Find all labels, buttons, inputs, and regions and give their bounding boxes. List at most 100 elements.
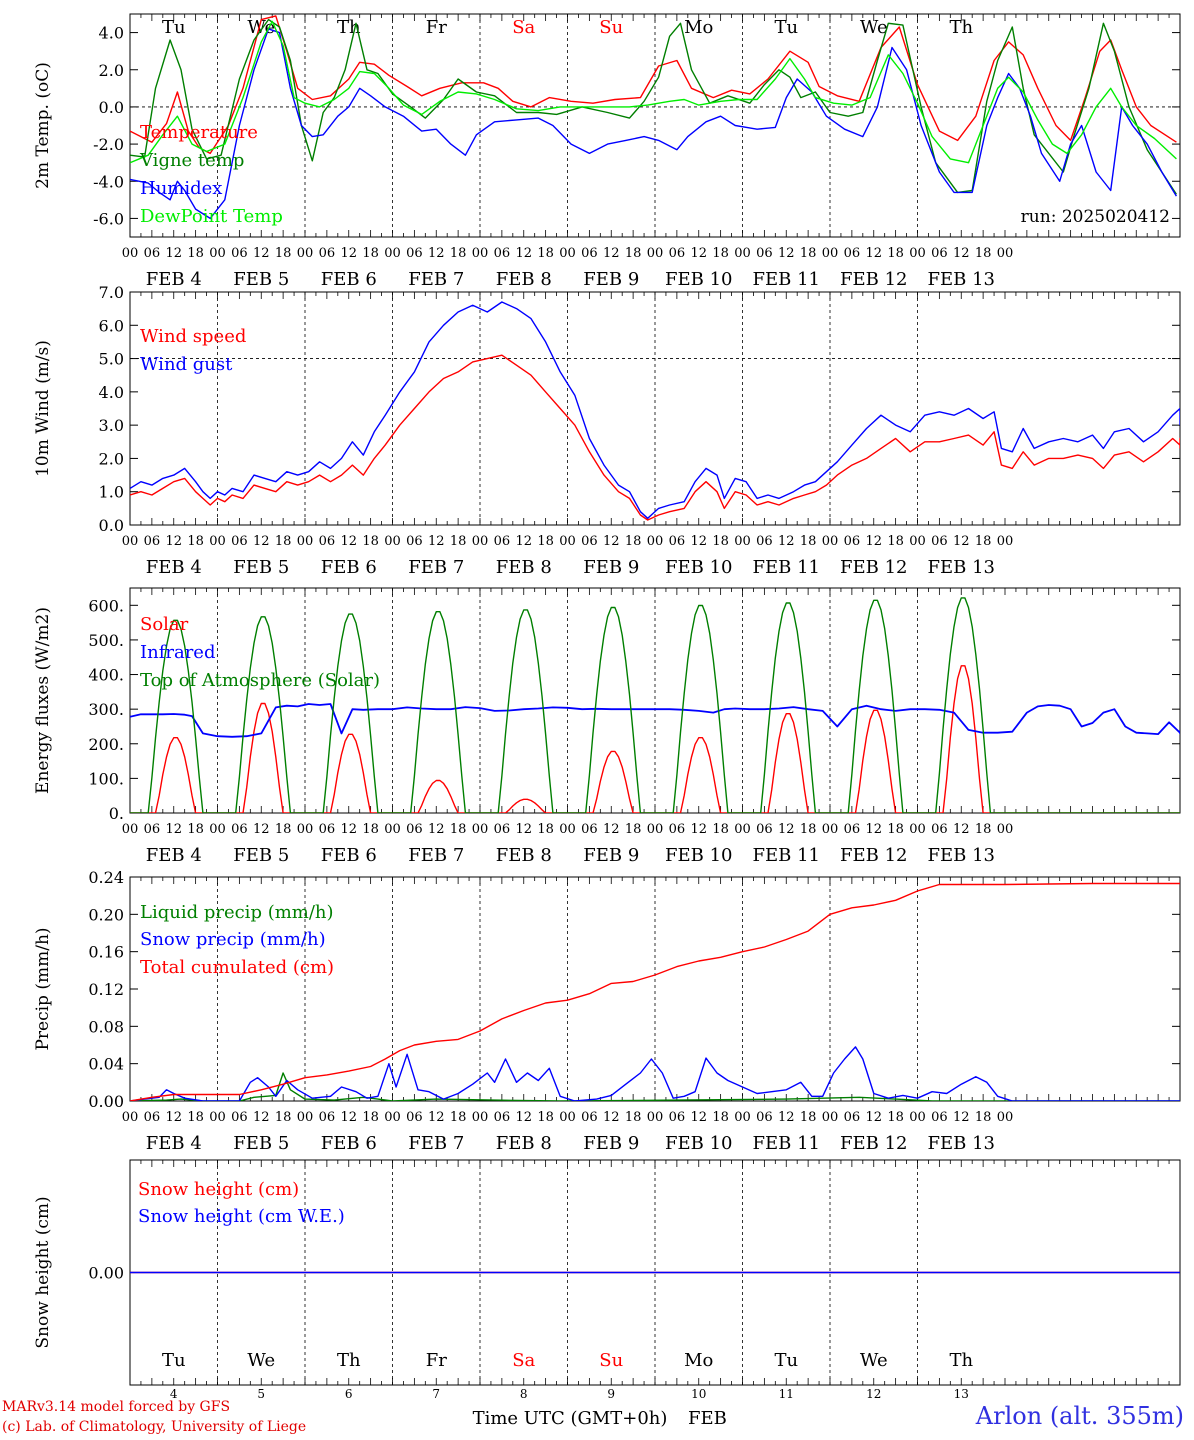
series-line-red	[130, 15, 1177, 155]
hour-tick-label: 18	[887, 246, 904, 261]
hour-tick-label: 00	[559, 822, 576, 837]
date-label: FEB 9	[583, 845, 639, 866]
hour-tick-label: 12	[865, 246, 882, 261]
weekday-label: Th	[949, 17, 973, 38]
hour-tick-label: 06	[669, 1110, 686, 1125]
hour-tick-label: 18	[450, 534, 467, 549]
legend-entry: Wind gust	[140, 354, 233, 375]
hour-tick-label: 12	[165, 246, 182, 261]
hour-tick-label: 18	[187, 246, 204, 261]
date-label: FEB 7	[408, 1133, 464, 1154]
weekday-label: Sa	[512, 17, 535, 38]
hour-tick-label: 06	[756, 246, 773, 261]
hour-tick-label: 00	[822, 822, 839, 837]
hour-tick-label: 00	[122, 822, 139, 837]
hour-tick-label: 18	[625, 246, 642, 261]
hour-tick-label: 18	[800, 246, 817, 261]
hour-tick-label: 18	[887, 1110, 904, 1125]
hour-tick-label: 00	[997, 1110, 1014, 1125]
y-tick-label: 0.00	[88, 1092, 124, 1111]
hour-tick-label: 18	[975, 534, 992, 549]
hour-tick-label: 06	[319, 822, 336, 837]
hour-tick-label: 12	[428, 246, 445, 261]
legend-entry: Snow precip (mm/h)	[140, 929, 326, 950]
hour-tick-label: 12	[253, 1110, 270, 1125]
y-axis-label: 10m Wind (m/s)	[33, 340, 53, 477]
hour-tick-label: 06	[494, 1110, 511, 1125]
day-number: 8	[520, 1387, 528, 1401]
weekday-label: Su	[599, 1350, 623, 1371]
series-line-green	[130, 597, 1180, 813]
hour-tick-label: 00	[472, 822, 489, 837]
weekday-label: Tu	[162, 1350, 186, 1371]
hour-tick-label: 06	[844, 1110, 861, 1125]
weekday-label: We	[247, 1350, 275, 1371]
legend-entry: Wind speed	[140, 326, 246, 347]
hour-tick-label: 18	[450, 822, 467, 837]
hour-tick-label: 12	[428, 822, 445, 837]
hour-tick-label: 12	[865, 534, 882, 549]
hour-tick-label: 00	[559, 534, 576, 549]
series-line-green	[130, 1072, 1180, 1101]
panel-3: 0. 100. 200. 300. 400. 500. 600. Energy fluxes …	[33, 587, 1181, 866]
y-tick-label: 500.	[88, 631, 124, 650]
hour-tick-label: 12	[603, 534, 620, 549]
panel-4: 0.00 0.04 0.08 0.12 0.16 0.20 0.24 Precip (mm/h…	[33, 868, 1181, 1154]
hour-tick-label: 18	[887, 822, 904, 837]
hour-tick-label: 00	[909, 246, 926, 261]
series-line-lightgreen	[130, 20, 1177, 164]
y-axis-label: Snow height (cm)	[33, 1196, 53, 1348]
y-tick-label: 7.0	[99, 283, 124, 302]
hour-tick-label: 12	[515, 822, 532, 837]
hour-tick-label: 12	[165, 1110, 182, 1125]
hour-tick-label: 06	[406, 822, 423, 837]
y-tick-label: 4.0	[99, 383, 124, 402]
hour-tick-label: 12	[953, 246, 970, 261]
hour-tick-label: 18	[800, 534, 817, 549]
series-group	[130, 15, 1177, 220]
hour-tick-label: 18	[450, 246, 467, 261]
hour-tick-label: 18	[362, 246, 379, 261]
hour-tick-label: 18	[537, 822, 554, 837]
date-label: FEB 13	[928, 557, 995, 578]
series-group	[130, 597, 1180, 813]
station-name: Arlon (alt. 355m)	[975, 1402, 1184, 1430]
series-line-blue	[130, 301, 1180, 519]
day-number: 10	[691, 1387, 706, 1401]
hour-tick-label: 06	[494, 822, 511, 837]
hour-tick-label: 18	[537, 534, 554, 549]
series-line-blue	[130, 28, 1177, 220]
hour-tick-label: 06	[144, 246, 161, 261]
series-line-red	[130, 665, 1180, 813]
y-tick-label: 0.08	[88, 1017, 124, 1036]
hour-tick-label: 18	[187, 534, 204, 549]
hour-tick-label: 12	[778, 534, 795, 549]
hour-tick-label: 00	[909, 534, 926, 549]
legend-entry: Liquid precip (mm/h)	[140, 902, 334, 923]
hour-tick-label: 00	[734, 246, 751, 261]
hour-tick-label: 06	[319, 534, 336, 549]
y-tick-label: 5.0	[99, 350, 124, 369]
hour-tick-label: 12	[603, 822, 620, 837]
hour-tick-label: 06	[494, 534, 511, 549]
date-label: FEB 4	[146, 1133, 202, 1154]
hour-tick-label: 18	[362, 534, 379, 549]
weekday-label: Th	[949, 1350, 973, 1371]
hour-tick-label: 18	[712, 534, 729, 549]
x-axis-label: Time UTC (GMT+0h)	[473, 1408, 668, 1429]
y-tick-label: -2.0	[93, 135, 124, 154]
hour-tick-label: 00	[997, 246, 1014, 261]
y-tick-label: 0.24	[88, 868, 124, 887]
hour-tick-label: 12	[953, 1110, 970, 1125]
date-label: FEB 13	[928, 845, 995, 866]
hour-tick-label: 00	[909, 822, 926, 837]
hour-tick-label: 18	[975, 246, 992, 261]
date-label: FEB 6	[321, 1133, 377, 1154]
hour-tick-label: 06	[844, 246, 861, 261]
legend-entry: Snow height (cm W.E.)	[138, 1206, 345, 1227]
date-label: FEB 7	[408, 845, 464, 866]
hour-tick-label: 00	[647, 246, 664, 261]
hour-tick-label: 06	[231, 1110, 248, 1125]
legend-entry: Total cumulated (cm)	[140, 957, 334, 978]
hour-tick-label: 06	[231, 822, 248, 837]
